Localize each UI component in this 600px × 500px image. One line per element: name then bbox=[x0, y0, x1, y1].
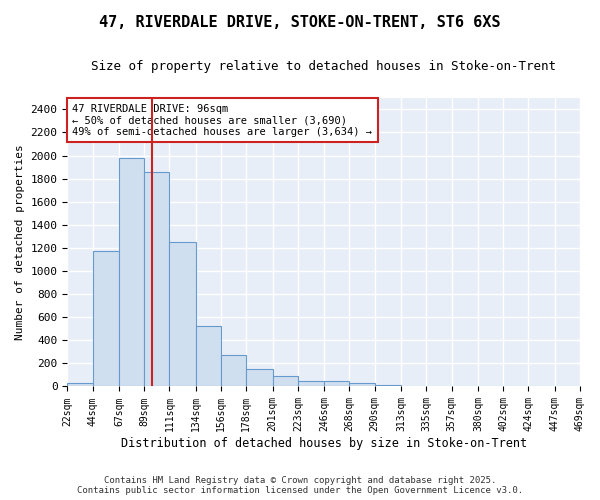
X-axis label: Distribution of detached houses by size in Stoke-on-Trent: Distribution of detached houses by size … bbox=[121, 437, 527, 450]
Bar bbox=[67, 383, 92, 386]
Bar bbox=[298, 382, 324, 386]
Bar bbox=[92, 252, 119, 386]
Bar bbox=[144, 172, 169, 386]
Bar bbox=[119, 158, 144, 386]
Bar bbox=[169, 242, 196, 386]
Y-axis label: Number of detached properties: Number of detached properties bbox=[15, 144, 25, 340]
Bar bbox=[196, 326, 221, 386]
Text: 47, RIVERDALE DRIVE, STOKE-ON-TRENT, ST6 6XS: 47, RIVERDALE DRIVE, STOKE-ON-TRENT, ST6… bbox=[99, 15, 501, 30]
Bar bbox=[246, 369, 272, 386]
Text: Contains HM Land Registry data © Crown copyright and database right 2025.
Contai: Contains HM Land Registry data © Crown c… bbox=[77, 476, 523, 495]
Bar bbox=[349, 383, 374, 386]
Bar bbox=[324, 382, 349, 386]
Bar bbox=[272, 376, 298, 386]
Text: 47 RIVERDALE DRIVE: 96sqm
← 50% of detached houses are smaller (3,690)
49% of se: 47 RIVERDALE DRIVE: 96sqm ← 50% of detac… bbox=[73, 104, 373, 137]
Bar bbox=[221, 354, 246, 386]
Title: Size of property relative to detached houses in Stoke-on-Trent: Size of property relative to detached ho… bbox=[91, 60, 556, 73]
